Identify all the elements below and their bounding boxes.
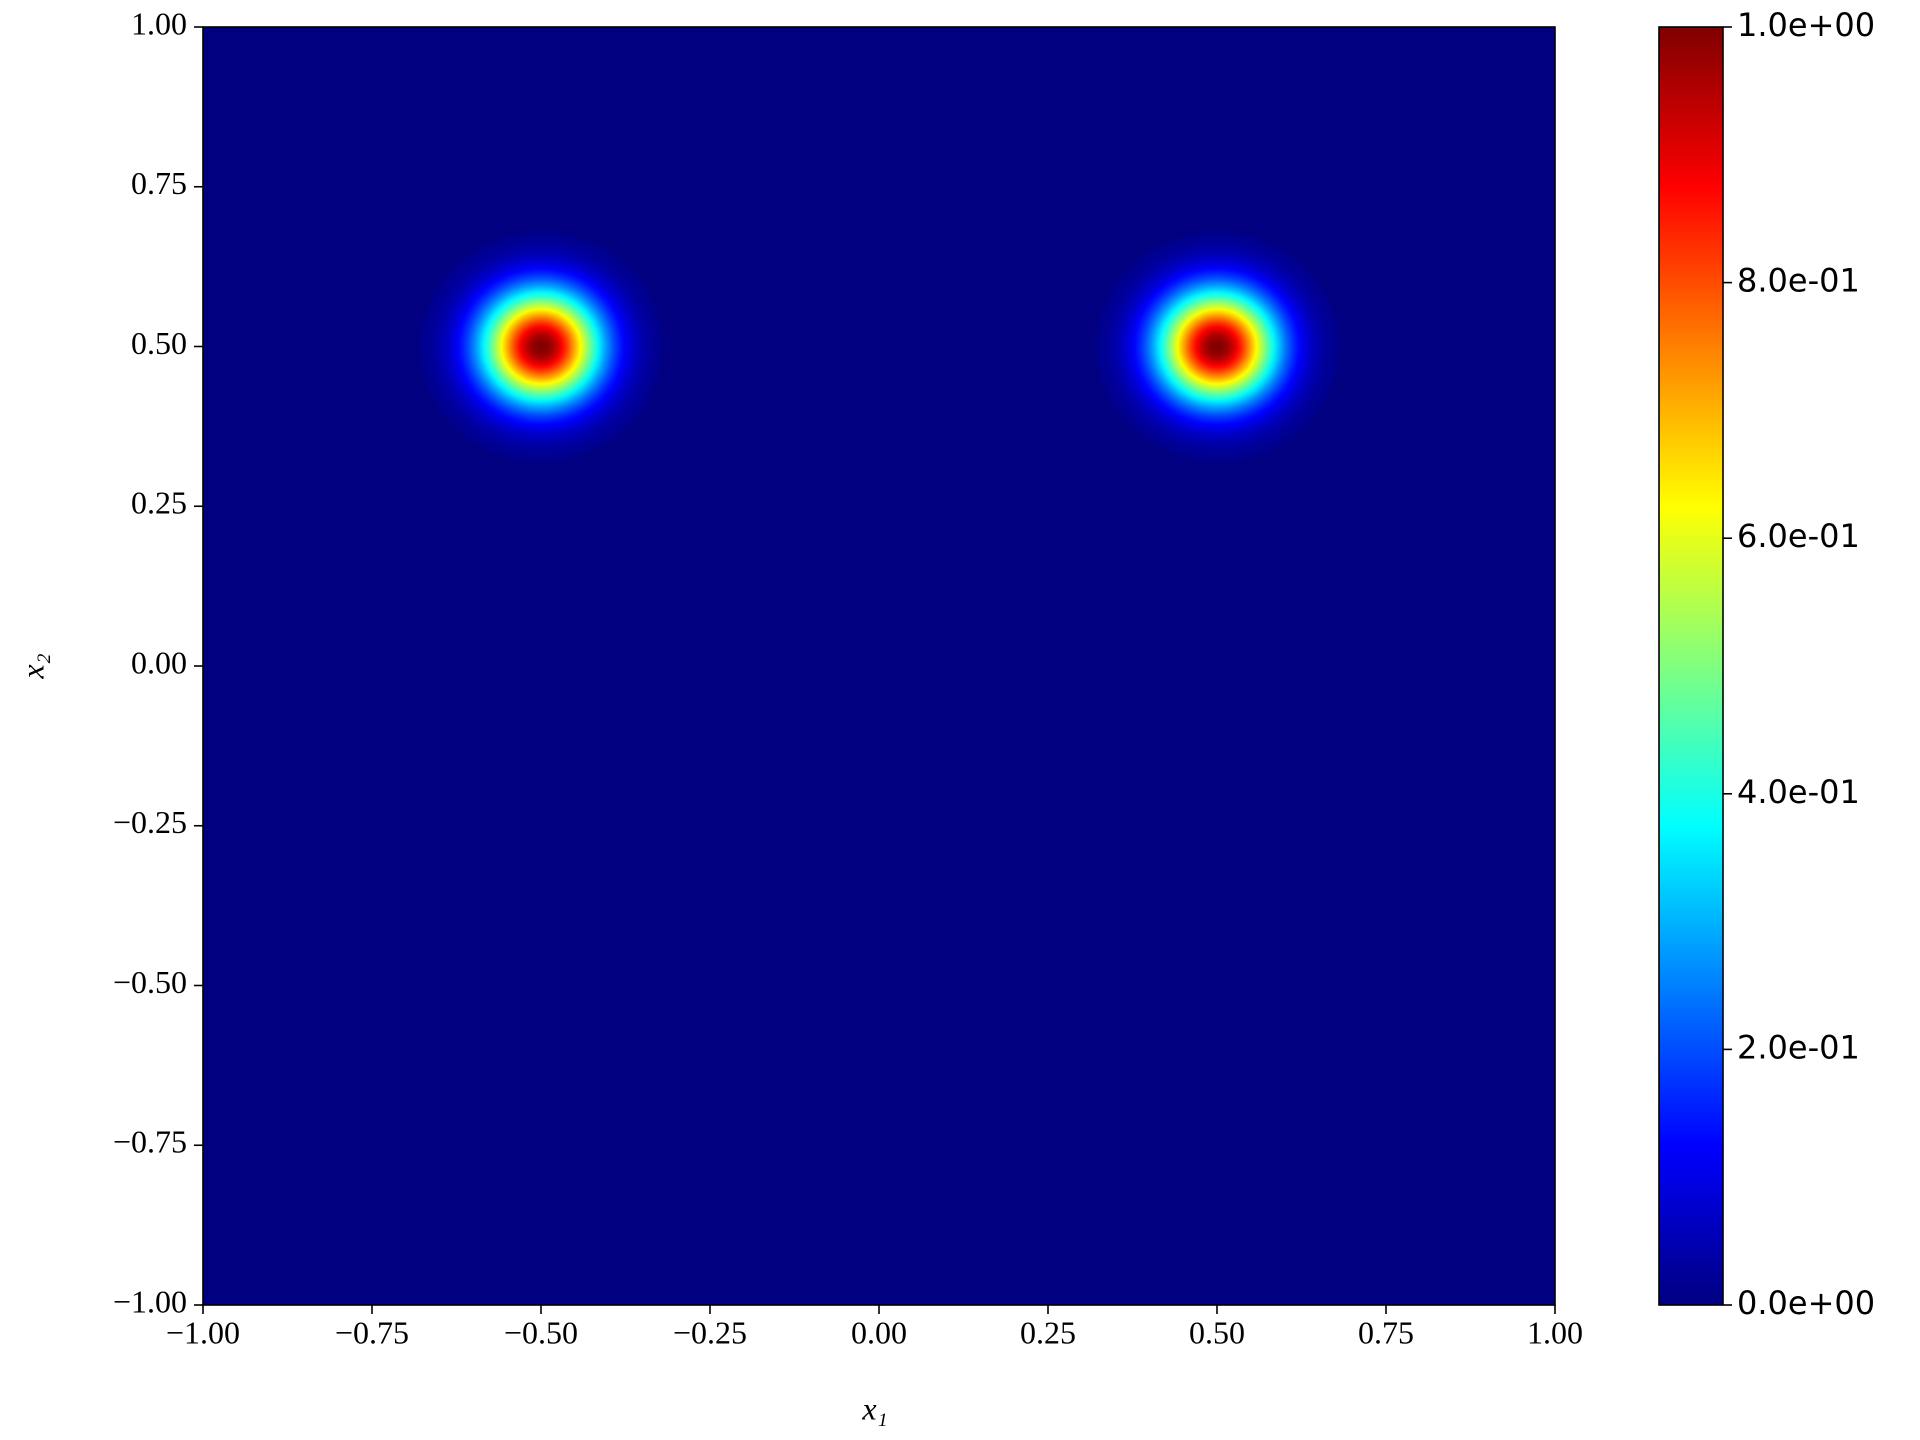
x-tick-label: −0.75 bbox=[335, 1314, 409, 1350]
colorbar-tick-label: 2.0e-01 bbox=[1737, 1028, 1860, 1066]
y-tick-label: −1.00 bbox=[113, 1283, 187, 1319]
x-tick-label: 1.00 bbox=[1527, 1314, 1583, 1350]
x-tick-label: −0.50 bbox=[504, 1314, 578, 1350]
y-tick-label: 0.00 bbox=[131, 644, 187, 680]
y-tick-label: −0.50 bbox=[113, 964, 187, 1000]
x-tick-label: 0.75 bbox=[1358, 1314, 1414, 1350]
y-tick-label: 0.75 bbox=[131, 165, 187, 201]
colorbar-tick-label: 4.0e-01 bbox=[1737, 773, 1860, 811]
y-tick-label: 1.00 bbox=[131, 5, 187, 41]
x-tick-label: 0.00 bbox=[851, 1314, 907, 1350]
x-tick-label: −0.25 bbox=[673, 1314, 747, 1350]
y-axis-label: x₂ bbox=[14, 653, 50, 679]
x-axis-label: x₁ bbox=[861, 1390, 887, 1426]
peak bbox=[1095, 231, 1339, 462]
x-tick-label: 0.25 bbox=[1020, 1314, 1076, 1350]
y-tick-label: −0.25 bbox=[113, 804, 187, 840]
y-tick-label: 0.50 bbox=[131, 325, 187, 361]
colorbar-tick-label: 8.0e-01 bbox=[1737, 262, 1860, 300]
y-tick-label: 0.25 bbox=[131, 485, 187, 521]
x-tick-label: 0.50 bbox=[1189, 1314, 1245, 1350]
colorbar-tick-label: 0.0e+00 bbox=[1737, 1284, 1875, 1322]
peak bbox=[419, 231, 663, 462]
heatmap-background bbox=[203, 27, 1555, 1305]
colorbar-tick-label: 1.0e+00 bbox=[1737, 6, 1875, 44]
x-tick-label: −1.00 bbox=[166, 1314, 240, 1350]
colorbar-tick-label: 6.0e-01 bbox=[1737, 517, 1860, 555]
y-tick-label: −0.75 bbox=[113, 1124, 187, 1160]
colorbar bbox=[1658, 26, 1724, 1306]
